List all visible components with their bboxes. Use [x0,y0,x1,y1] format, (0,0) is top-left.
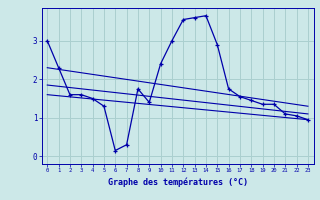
X-axis label: Graphe des températures (°C): Graphe des températures (°C) [108,177,248,187]
